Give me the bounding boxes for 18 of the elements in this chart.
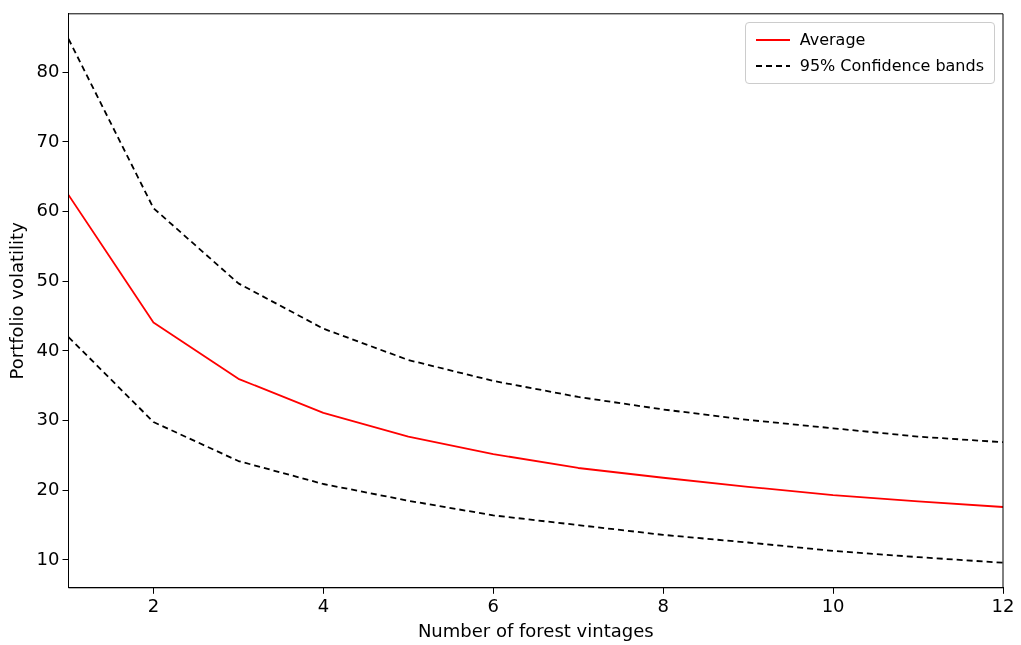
x-axis-title: Number of forest vintages [417,619,654,641]
y-axis-title: Portfolio volatility [6,221,28,380]
y-tick-label: 60 [36,199,60,221]
x-tick-label: 4 [317,595,330,617]
y-tick-label: 10 [36,547,60,569]
x-tick-label: 8 [657,595,669,617]
y-tick-label: 40 [36,338,60,360]
y-tick-label: 70 [36,129,60,151]
y-tick-label: 30 [36,408,60,430]
y-tick-label: 50 [36,268,60,290]
legend-label: 95% Confidence bands [799,56,984,76]
y-tick-label: 80 [36,59,60,81]
y-tick-label: 20 [36,477,60,499]
legend-label: Average [799,30,866,50]
x-tick-label: 12 [991,595,1015,617]
x-tick-label: 2 [147,595,160,617]
x-tick-label: 6 [487,595,499,617]
x-tick-label: 10 [821,595,845,617]
